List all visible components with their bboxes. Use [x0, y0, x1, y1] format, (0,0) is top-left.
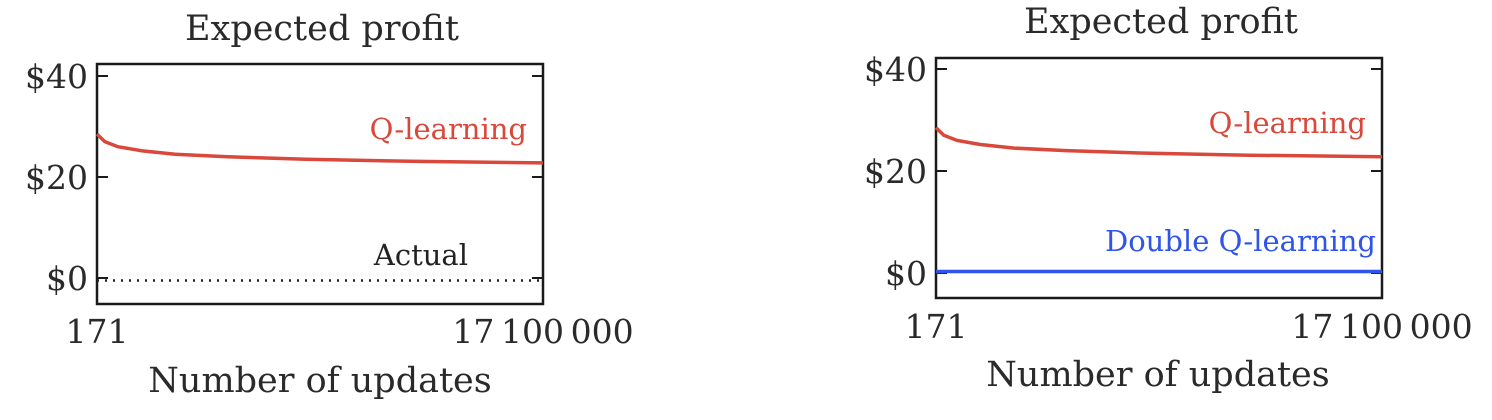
left-xtick-label-17100000: 17 100 000	[452, 312, 633, 351]
left-y-ticks: $0 $20 $40	[25, 57, 543, 298]
right-series-layer	[934, 126, 1383, 274]
left-ytick-label-0: $0	[46, 259, 88, 298]
right-panel: Expected profit $0 $20 $40 171 17 100 00…	[864, 2, 1473, 395]
left-plot-frame	[95, 62, 545, 306]
left-xtick-label-171: 171	[66, 312, 129, 351]
right-xtick-label-171: 171	[905, 307, 968, 346]
left-chart-title: Expected profit	[185, 9, 459, 49]
right-curve-label-double-q-learning: Double Q-learning	[1105, 224, 1376, 258]
right-ytick-label-0: $0	[885, 254, 927, 293]
right-ytick-label-20: $20	[864, 152, 927, 191]
left-series-line-q-learning	[95, 132, 544, 165]
right-xtick-label-17100000: 17 100 000	[1291, 307, 1472, 346]
left-x-ticks: 171 17 100 000	[66, 312, 634, 351]
left-curve-label-q-learning: Q-learning	[370, 112, 527, 146]
right-chart-title: Expected profit	[1024, 2, 1298, 42]
right-y-ticks: $0 $20 $40	[864, 50, 1382, 293]
left-ytick-label-40: $40	[25, 57, 88, 96]
right-x-axis-label: Number of updates	[986, 355, 1329, 395]
left-series-layer	[95, 132, 544, 282]
right-plot-frame	[934, 56, 1384, 300]
right-series-line-q-learning	[934, 126, 1383, 159]
left-panel: Expected profit $0 $20 $40 171 17 100 00…	[25, 9, 634, 401]
right-ytick-label-40: $40	[864, 50, 927, 89]
right-curve-label-q-learning: Q-learning	[1209, 106, 1366, 140]
left-ytick-label-20: $20	[25, 158, 88, 197]
right-x-ticks: 171 17 100 000	[905, 307, 1473, 346]
left-curve-label-actual: Actual	[373, 238, 468, 272]
left-x-axis-label: Number of updates	[148, 361, 491, 401]
